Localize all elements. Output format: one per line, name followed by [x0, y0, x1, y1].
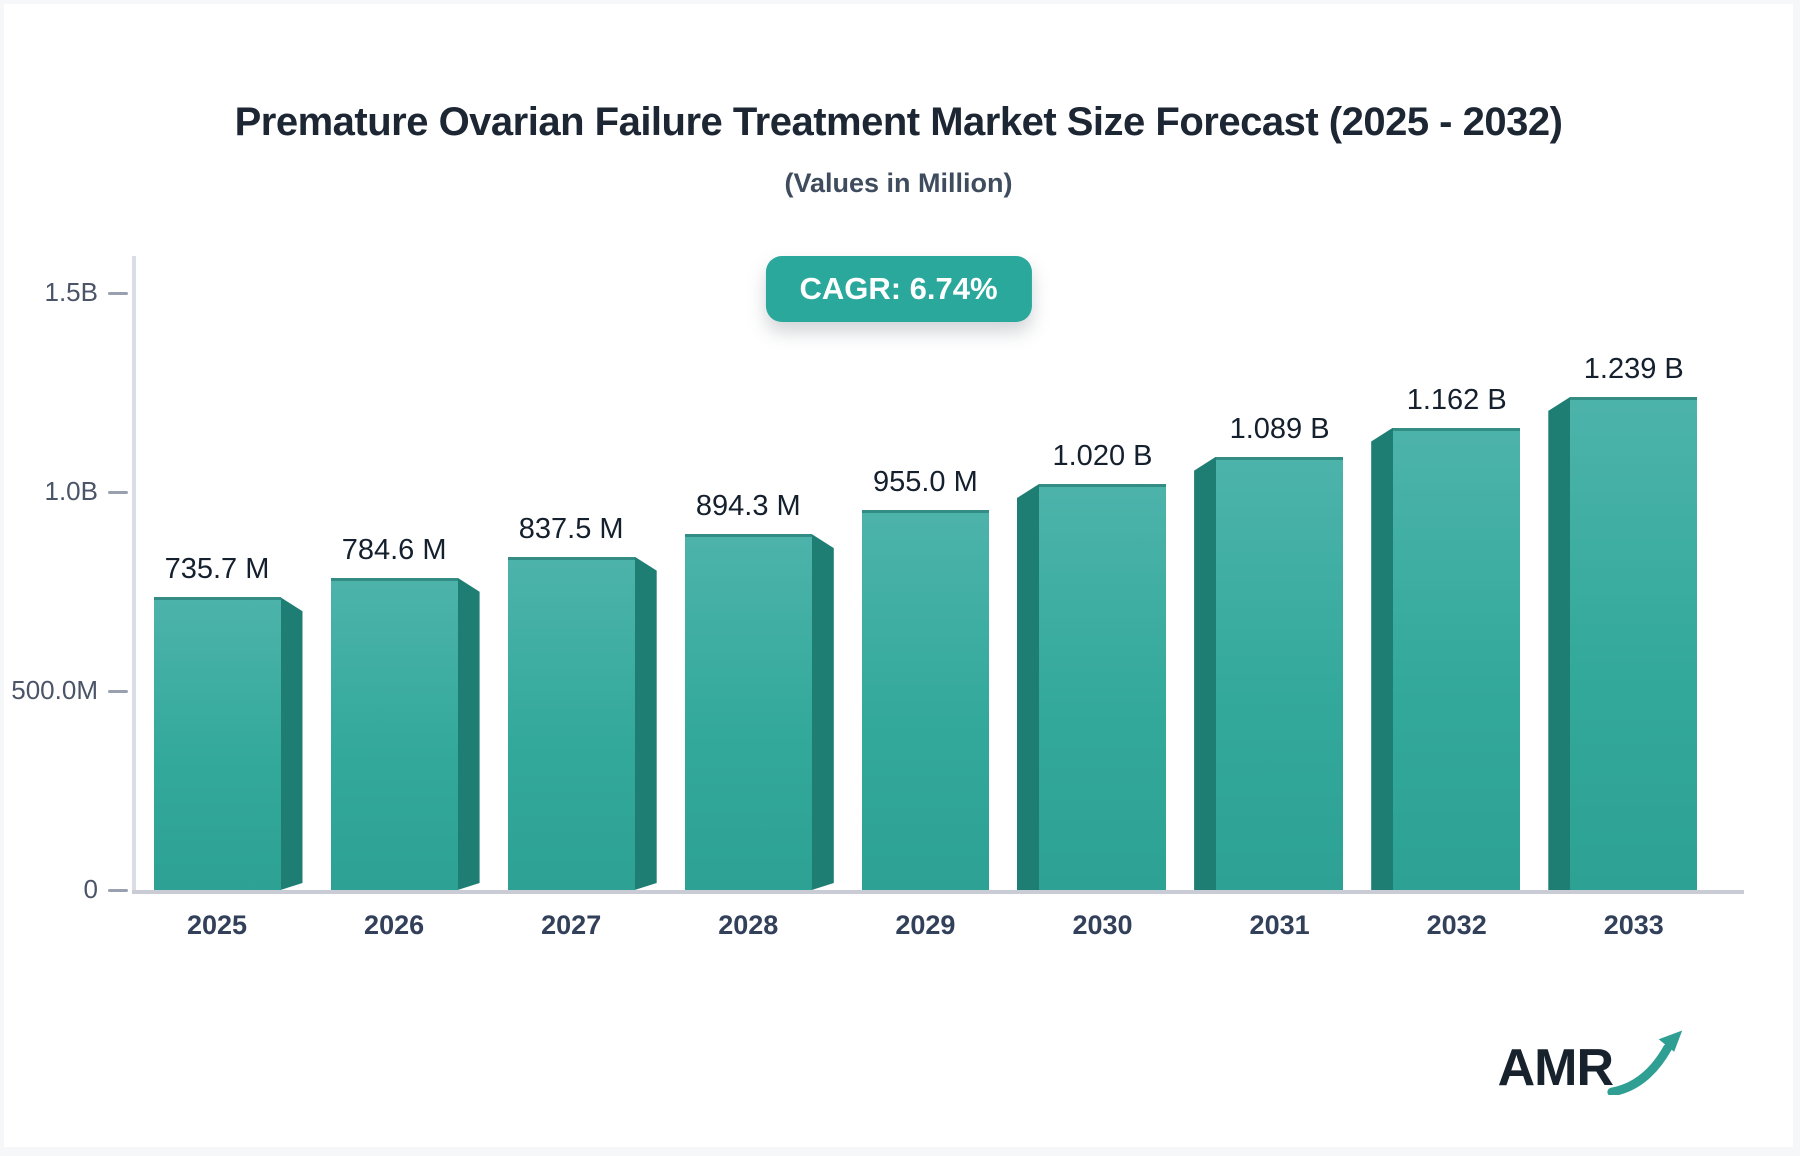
bar-value-label-2025: 735.7 M — [164, 553, 270, 586]
bar-side-2027 — [635, 557, 657, 890]
bar-value-label-2033: 1.239 B — [1583, 352, 1684, 385]
bar-2029 — [861, 509, 989, 890]
y-axis-tick — [108, 490, 128, 494]
bar-side-2025 — [281, 597, 303, 890]
chart-title: Premature Ovarian Failure Treatment Mark… — [234, 100, 1563, 144]
x-axis-label-2029: 2029 — [895, 910, 956, 940]
bar-value-label-2032: 1.162 B — [1406, 383, 1507, 416]
bar-2028 — [684, 534, 812, 890]
bar-side-2026 — [458, 578, 480, 890]
y-axis-tick — [108, 888, 128, 892]
y-axis-tick — [108, 291, 128, 295]
x-axis-label-2032: 2032 — [1426, 910, 1487, 940]
bar-2026 — [330, 577, 458, 890]
bar-value-label-2028: 894.3 M — [695, 490, 801, 523]
y-axis-line — [132, 256, 136, 894]
bar-2032 — [1393, 427, 1521, 890]
bar-2030 — [1039, 484, 1166, 890]
bar-side-2028 — [812, 534, 834, 890]
x-axis-label-2027: 2027 — [541, 910, 602, 940]
bar-value-label-2029: 955.0 M — [872, 465, 978, 498]
x-axis-label-2033: 2033 — [1603, 910, 1664, 940]
y-axis-tick-label: 0 — [83, 874, 98, 904]
x-axis-label-2025: 2025 — [186, 910, 248, 940]
bar-side-2030 — [1017, 484, 1039, 890]
x-axis-label-2031: 2031 — [1249, 910, 1310, 940]
y-axis-tick — [108, 689, 128, 693]
trend-up-arrow-icon — [1607, 1030, 1683, 1095]
bar-side-2033 — [1548, 396, 1571, 890]
logo-text: AMR — [1497, 1039, 1614, 1097]
x-axis-label-2026: 2026 — [364, 910, 425, 940]
bar-side-2032 — [1371, 427, 1394, 890]
bar-value-label-2027: 837.5 M — [518, 512, 624, 545]
x-axis-baseline — [132, 890, 1744, 894]
y-axis-tick-label: 1.0B — [44, 476, 99, 506]
chart-card: Premature Ovarian Failure Treatment Mark… — [4, 4, 1793, 1147]
bar-2027 — [507, 556, 635, 890]
bar-side-2031 — [1194, 456, 1217, 890]
bar-value-label-2026: 784.6 M — [341, 533, 447, 566]
y-axis-tick-label: 500.0M — [11, 675, 98, 705]
bar-value-label-2031: 1.089 B — [1229, 412, 1330, 445]
bar-2033 — [1570, 396, 1698, 890]
amr-logo: AMR — [1498, 1029, 1689, 1097]
chart-subtitle: (Values in Million) — [784, 168, 1013, 198]
cagr-badge: CAGR: 6.74% — [765, 256, 1032, 322]
bar-2025 — [153, 597, 281, 890]
x-axis-label-2030: 2030 — [1072, 910, 1133, 940]
y-axis-tick-label: 1.5B — [44, 277, 99, 307]
bar-value-label-2030: 1.020 B — [1052, 440, 1153, 473]
x-axis-label-2028: 2028 — [718, 910, 779, 940]
bar-2031 — [1216, 456, 1344, 890]
